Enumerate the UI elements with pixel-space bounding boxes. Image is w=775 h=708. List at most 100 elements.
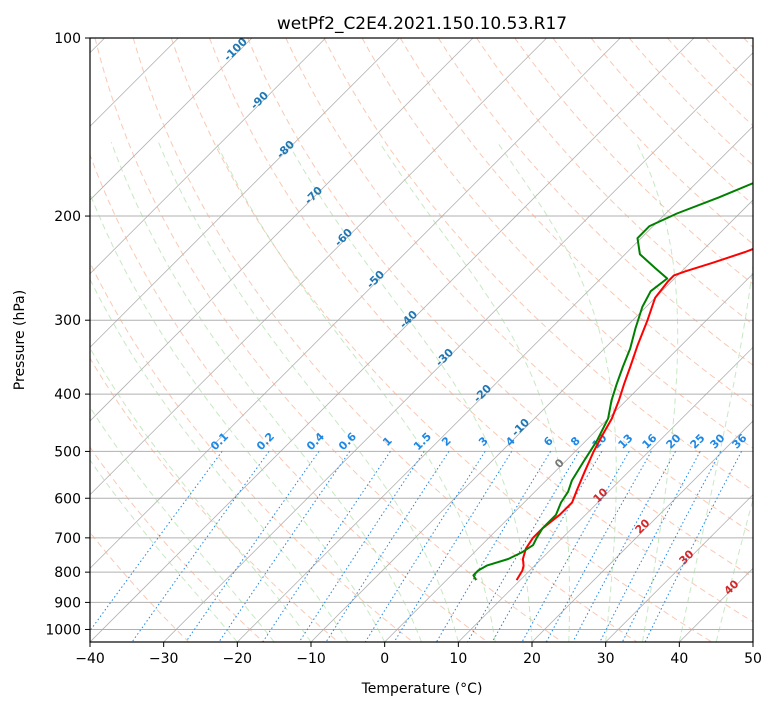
dry-adiabat-label: -90 bbox=[248, 89, 271, 112]
dry-adiabat-label: -40 bbox=[397, 308, 420, 331]
dry-adiabat-line bbox=[705, 38, 753, 88]
dry-adiabat-label: -10 bbox=[509, 416, 532, 439]
y-tick-label: 600 bbox=[54, 491, 81, 507]
y-tick-label: 400 bbox=[54, 387, 81, 403]
isotherm-line bbox=[605, 494, 753, 642]
moist-adiabat-line bbox=[496, 141, 617, 642]
mixing-ratio-label: 0.4 bbox=[304, 430, 327, 453]
dry-adiabat-line bbox=[209, 38, 753, 623]
y-axis-label: Pressure (hPa) bbox=[12, 290, 28, 390]
isotherm-line bbox=[90, 38, 253, 201]
x-tick-label: 30 bbox=[597, 651, 615, 667]
mixing-ratio-label: 36 bbox=[730, 431, 750, 451]
dry-adiabat-line bbox=[90, 531, 190, 642]
y-tick-label: 700 bbox=[54, 531, 81, 547]
isotherm-line bbox=[237, 125, 753, 642]
line-labels: -100-90-80-70-60-50-40-30-20-10010203040… bbox=[208, 35, 750, 598]
dry-adiabat-line bbox=[437, 38, 753, 366]
mixing-ratio-line bbox=[325, 451, 450, 642]
dry-adiabat-label: -70 bbox=[302, 184, 325, 207]
temperature-profile-line bbox=[515, 247, 753, 581]
mixing-ratio-label: 0.2 bbox=[254, 430, 277, 453]
y-tick-label: 1000 bbox=[45, 622, 81, 638]
mixing-ratio-line bbox=[393, 451, 513, 642]
x-tick-label: 20 bbox=[523, 651, 541, 667]
dry-adiabat-label: -80 bbox=[274, 138, 297, 161]
y-tick-label: 900 bbox=[54, 595, 81, 611]
mixing-ratio-line bbox=[599, 451, 701, 642]
moist-adiabat-label: 0 bbox=[552, 456, 567, 471]
dry-adiabat-line bbox=[170, 38, 712, 642]
dry-adiabat-label: -100 bbox=[221, 35, 250, 64]
profile-series bbox=[472, 182, 753, 581]
isotherm-line bbox=[679, 567, 753, 642]
background-lines bbox=[90, 38, 753, 642]
mixing-ratio-line bbox=[521, 451, 630, 642]
moist-adiabat-line bbox=[715, 497, 753, 642]
moist-adiabat-line bbox=[90, 459, 238, 642]
moist-adiabat-label: 40 bbox=[722, 577, 742, 597]
moist-adiabat-line bbox=[678, 261, 753, 642]
plot-frame bbox=[89, 37, 754, 643]
x-tick-label: −40 bbox=[75, 651, 105, 667]
dry-adiabat-label: -60 bbox=[332, 226, 355, 249]
mixing-ratio-line bbox=[545, 451, 652, 642]
dry-adiabat-label: -30 bbox=[433, 346, 456, 369]
x-tick-label: −10 bbox=[296, 651, 326, 667]
dewpoint-profile-line bbox=[472, 182, 753, 581]
mixing-ratio-label: 2 bbox=[439, 434, 454, 449]
dry-adiabat-line bbox=[743, 38, 753, 49]
isotherm-line bbox=[752, 641, 753, 642]
moist-adiabat-line bbox=[90, 347, 312, 642]
dry-adiabat-line bbox=[552, 38, 753, 245]
moist-adiabat-label: 20 bbox=[633, 516, 653, 536]
y-tick-label: 800 bbox=[54, 565, 81, 581]
mixing-ratio-line bbox=[435, 451, 552, 642]
moist-adiabat-line bbox=[215, 141, 496, 642]
dry-adiabat-line bbox=[247, 38, 753, 578]
mixing-ratio-line bbox=[364, 451, 486, 642]
mixing-ratio-line bbox=[644, 451, 742, 642]
mixing-ratio-line bbox=[572, 451, 676, 642]
isotherm-line bbox=[384, 273, 753, 642]
isotherm-line bbox=[531, 420, 753, 642]
mixing-ratio-line bbox=[298, 451, 425, 642]
isotherm-line bbox=[163, 52, 753, 642]
dry-adiabat-line bbox=[132, 38, 638, 642]
x-tick-label: 50 bbox=[744, 651, 762, 667]
moist-adiabat-line bbox=[90, 192, 386, 642]
mixing-ratio-label: 25 bbox=[688, 432, 708, 452]
isotherm-line bbox=[90, 38, 400, 348]
mixing-ratio-line bbox=[467, 451, 580, 642]
dry-adiabat-line bbox=[90, 446, 264, 642]
isotherm-line bbox=[90, 38, 547, 496]
isotherm-line bbox=[90, 38, 695, 642]
x-tick-label: 10 bbox=[449, 651, 467, 667]
dry-adiabat-line bbox=[90, 357, 339, 642]
mixing-ratio-line bbox=[131, 451, 270, 642]
mixing-ratio-label: 1 bbox=[380, 434, 395, 449]
y-tick-label: 200 bbox=[54, 209, 81, 225]
mixing-ratio-line bbox=[262, 451, 391, 642]
mixing-ratio-line bbox=[90, 451, 223, 632]
x-tick-label: 0 bbox=[380, 651, 389, 667]
axes: −40 −30 −20 −10 0 10 20 30 40 5010020030040050060… bbox=[45, 31, 762, 667]
dry-adiabat-label: -20 bbox=[471, 382, 494, 405]
mixing-ratio-line bbox=[218, 451, 351, 642]
dry-adiabat-line bbox=[285, 38, 753, 535]
isotherm-line bbox=[458, 346, 753, 642]
mixing-ratio-line bbox=[621, 451, 722, 642]
x-tick-label: 40 bbox=[670, 651, 688, 667]
moist-adiabat-line bbox=[287, 141, 533, 642]
y-tick-label: 500 bbox=[54, 444, 81, 460]
chart-title: wetPf2_C2E4.2021.150.10.53.R17 bbox=[277, 14, 567, 34]
mixing-ratio-label: 8 bbox=[568, 434, 583, 449]
mixing-ratio-label: 1.5 bbox=[411, 430, 434, 453]
dry-adiabat-line bbox=[90, 153, 488, 642]
dry-adiabat-label: -50 bbox=[364, 268, 387, 291]
moist-adiabat-line bbox=[90, 278, 349, 642]
isotherm-line bbox=[90, 38, 621, 569]
dry-adiabat-line bbox=[90, 261, 414, 642]
mixing-ratio-label: 30 bbox=[708, 431, 728, 451]
y-tick-label: 100 bbox=[54, 31, 81, 47]
